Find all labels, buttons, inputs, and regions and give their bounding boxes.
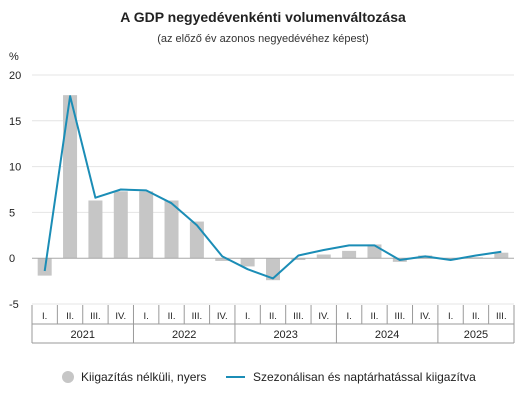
gridlines	[32, 74, 514, 305]
y-axis-ticks: -5 0 5 10 15 20	[9, 70, 21, 311]
y-tick-label: 10	[9, 162, 21, 174]
x-tick-label: II.	[269, 311, 277, 322]
line-series	[43, 95, 502, 280]
bar	[63, 95, 78, 259]
x-tick-label: IV.	[115, 311, 126, 322]
x-tick-label: III.	[496, 311, 507, 322]
x-tick-label: IV.	[420, 311, 431, 322]
bar	[316, 254, 331, 259]
x-tick-label: I.	[448, 311, 453, 322]
x-tick-label: III.	[395, 311, 406, 322]
bar	[113, 191, 128, 259]
legend-label-bars: Kiigazítás nélküli, nyers	[81, 370, 206, 384]
y-tick-label: -5	[9, 299, 19, 311]
bar	[291, 258, 306, 261]
x-tick-label: II.	[472, 311, 480, 322]
y-tick-label: 15	[9, 116, 21, 128]
bar	[240, 258, 255, 267]
year-label: 2023	[273, 329, 297, 341]
x-tick-label: III.	[293, 311, 304, 322]
x-tick-label: IV.	[318, 311, 329, 322]
bar	[494, 252, 509, 259]
x-tick-label: II.	[66, 311, 74, 322]
bar	[139, 191, 154, 259]
year-label: 2022	[172, 329, 196, 341]
y-axis-unit-label: %	[9, 51, 19, 63]
y-tick-label: 5	[9, 207, 15, 219]
bar	[342, 250, 357, 259]
y-tick-label: 20	[9, 70, 21, 82]
bar	[88, 200, 103, 259]
x-tick-label: IV.	[217, 311, 228, 322]
year-label: 2025	[464, 329, 488, 341]
x-tick-label: III.	[90, 311, 101, 322]
x-tick-label: I.	[144, 311, 149, 322]
x-tick-label: I.	[42, 311, 47, 322]
line-path	[43, 95, 502, 280]
year-label: 2024	[375, 329, 399, 341]
chart-title: A GDP negyedévenkénti volumenváltozása	[120, 9, 406, 25]
x-axis: I. II. III. IV. I. II. III. IV. I. II. III. IV. I. II…	[31, 305, 515, 344]
x-tick-label: III.	[192, 311, 203, 322]
chart-subtitle: (az előző év azonos negyedévéhez képest)	[157, 33, 369, 45]
legend-swatch-bars	[62, 371, 74, 383]
x-tick-label: I.	[245, 311, 250, 322]
x-tick-label: II.	[371, 311, 379, 322]
bar	[215, 258, 230, 261]
legend: Kiigazítás nélküli, nyers Szezonálisan é…	[62, 370, 476, 384]
x-tick-label: I.	[346, 311, 351, 322]
legend-label-line: Szezonálisan és naptárhatással kiigazítv…	[253, 370, 476, 384]
year-label: 2021	[70, 329, 94, 341]
bar-series	[37, 95, 509, 281]
x-tick-label: II.	[168, 311, 176, 322]
y-tick-label: 0	[9, 253, 15, 265]
bar	[189, 221, 204, 259]
bar	[164, 200, 179, 259]
